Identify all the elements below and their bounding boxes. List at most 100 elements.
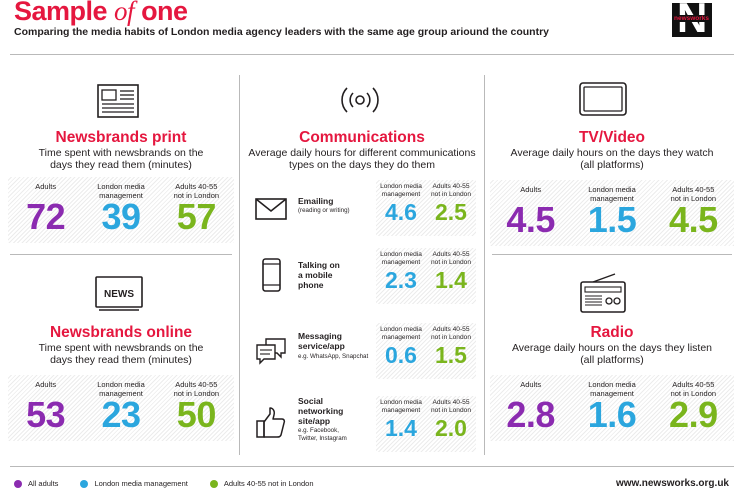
stat-value: 50 [176,394,217,435]
legend-item-all-adults: All adults [14,479,58,488]
legend: All adults London media management Adult… [14,479,336,488]
stat-london-media: London media management 2.3 [376,248,426,304]
news-screen-text: NEWS [104,289,134,300]
mobile-phone-icon [254,256,288,294]
stat-adults-40-55: Adults 40-55 not in London 1.5 [426,323,476,379]
stat-adults-40-55: Adults 40-55 not in London 2.0 [426,396,476,452]
comm-row-stats: London media management 0.6 Adults 40-55 n… [376,323,476,379]
stat-label: Adults [35,182,57,191]
stat-label: Adults [35,380,57,389]
stat-london-media: London media management 1.4 [376,396,426,452]
comm-row-mobile: Talking on a mobile phone London media mana… [248,248,476,304]
communications-header: Communications Average daily hours for d… [244,129,480,171]
stat-value: 2.0 [435,415,467,441]
footer-url[interactable]: www.newsworks.org.uk [616,478,729,489]
stat-london-media: London media management 0.6 [376,323,426,379]
stat-label: Adults 40-55 not in London [670,380,717,398]
comm-row-stats: London media management 2.3 Adults 40-55 n… [376,248,476,304]
stat-london-media: London media management 4.6 [376,180,426,236]
tv-desc-line1: Average daily hours on the days they wat… [510,147,714,159]
comm-row-emailing: Emailing (reading or writing) London med… [248,180,476,236]
communications-desc-line2: types on the days they do them [289,159,435,171]
stat-value: 23 [101,394,141,435]
stat-london-media: London media management 1.5 [571,180,652,246]
stat-value: 1.5 [435,342,467,368]
stat-adults: Adults 4.5 [490,180,571,246]
online-title: Newsbrands online [49,324,193,341]
stat-value: 4.6 [385,199,417,225]
title-italic-word: of [114,0,135,26]
chat-bubbles-icon [254,331,288,369]
legend-dot-green [209,479,218,488]
stat-label: Adults 40-55 not in London [173,380,220,398]
stat-adults-40-55: Adults 40-55 not in London 50 [159,375,234,441]
title-part-1: Sample [14,0,115,26]
header-divider [10,54,734,55]
stat-value: 39 [101,196,141,237]
stat-london-media: London media management 1.6 [571,375,652,441]
stat-value: 0.6 [385,342,417,368]
legend-label: London media management [94,479,188,488]
legend-dot-purple [14,479,22,488]
column-divider-right [484,75,485,455]
stat-value: 2.5 [435,199,467,225]
radio-title: Radio [590,324,634,341]
stat-value: 4.5 [506,199,555,240]
stat-value: 2.8 [506,394,555,435]
radio-stats: Adults 2.8 London media management 1.6 Ad… [490,375,734,441]
broadcast-icon [337,84,383,116]
stat-value: 53 [26,394,66,435]
comm-row-subtitle: e.g. WhatsApp, Snapchat [298,353,369,360]
title-part-2: one [134,0,188,26]
stat-adults-40-55: Adults 40-55 not in London 4.5 [653,180,734,246]
print-header: Newsbrands print Time spent with newsbra… [10,129,232,171]
thumbs-up-icon [254,404,288,442]
stat-value: 2.3 [385,267,417,293]
print-desc-line1: Time spent with newsbrands on the [38,147,204,159]
tv-title: TV/Video [578,129,646,146]
page-subtitle: Comparing the media habits of London med… [14,26,549,38]
legend-item-london-media: London media management [80,479,188,488]
communications-title: Communications [299,129,425,146]
stat-value: 2.9 [669,394,718,435]
left-row-divider [10,254,232,255]
footer-divider [10,466,734,467]
comm-row-stats: London media management 4.6 Adults 40-55 n… [376,180,476,236]
radio-header: Radio Average daily hours on the days th… [490,324,734,366]
stat-label: London media management [588,380,636,398]
page-title: Sample of one [14,0,188,27]
right-row-divider [492,254,732,255]
online-header: Newsbrands online Time spent with newsbr… [10,324,232,366]
stat-value: 72 [26,196,66,237]
online-desc-line2: days they read them (minutes) [50,354,192,366]
print-title: Newsbrands print [55,129,187,146]
radio-desc-line2: (all platforms) [580,354,644,366]
radio-icon [580,272,626,314]
stat-label: Adults 40-55 not in London [670,185,717,203]
comm-row-subtitle: (reading or writing) [298,207,350,214]
stat-value: 4.5 [669,199,718,240]
legend-label: All adults [28,479,59,488]
print-stats: Adults 72 London media management 39 Adul… [8,177,234,243]
stat-london-media: London media management 23 [83,375,158,441]
newspaper-icon [97,84,139,118]
stat-adults-40-55: Adults 40-55 not in London 1.4 [426,248,476,304]
comm-row-title: Talking on a mobile phone [298,260,340,290]
stat-adults-40-55: Adults 40-55 not in London 2.5 [426,180,476,236]
envelope-icon [254,188,288,226]
stat-adults: Adults 2.8 [490,375,571,441]
stat-label: London media management [97,380,145,398]
print-desc-line2: days they read them (minutes) [50,159,192,171]
comm-row-social: Social networking site/app e.g. Facebook, T… [248,396,476,452]
stat-value: 57 [176,196,217,237]
stat-adults: Adults 72 [8,177,83,243]
legend-item-adults-40-55: Adults 40-55 not in London [209,479,314,488]
stat-label: Adults [520,185,542,194]
comm-row-title: Messaging service/app [298,331,345,351]
stat-value: 1.4 [385,415,417,441]
comm-row-subtitle: e.g. Facebook, Twitter, Instagram [298,427,347,442]
tv-icon [579,82,627,118]
stat-value: 1.5 [587,199,637,240]
news-screen-icon: NEWS [95,276,143,312]
logo-text: newsworks [673,15,711,22]
